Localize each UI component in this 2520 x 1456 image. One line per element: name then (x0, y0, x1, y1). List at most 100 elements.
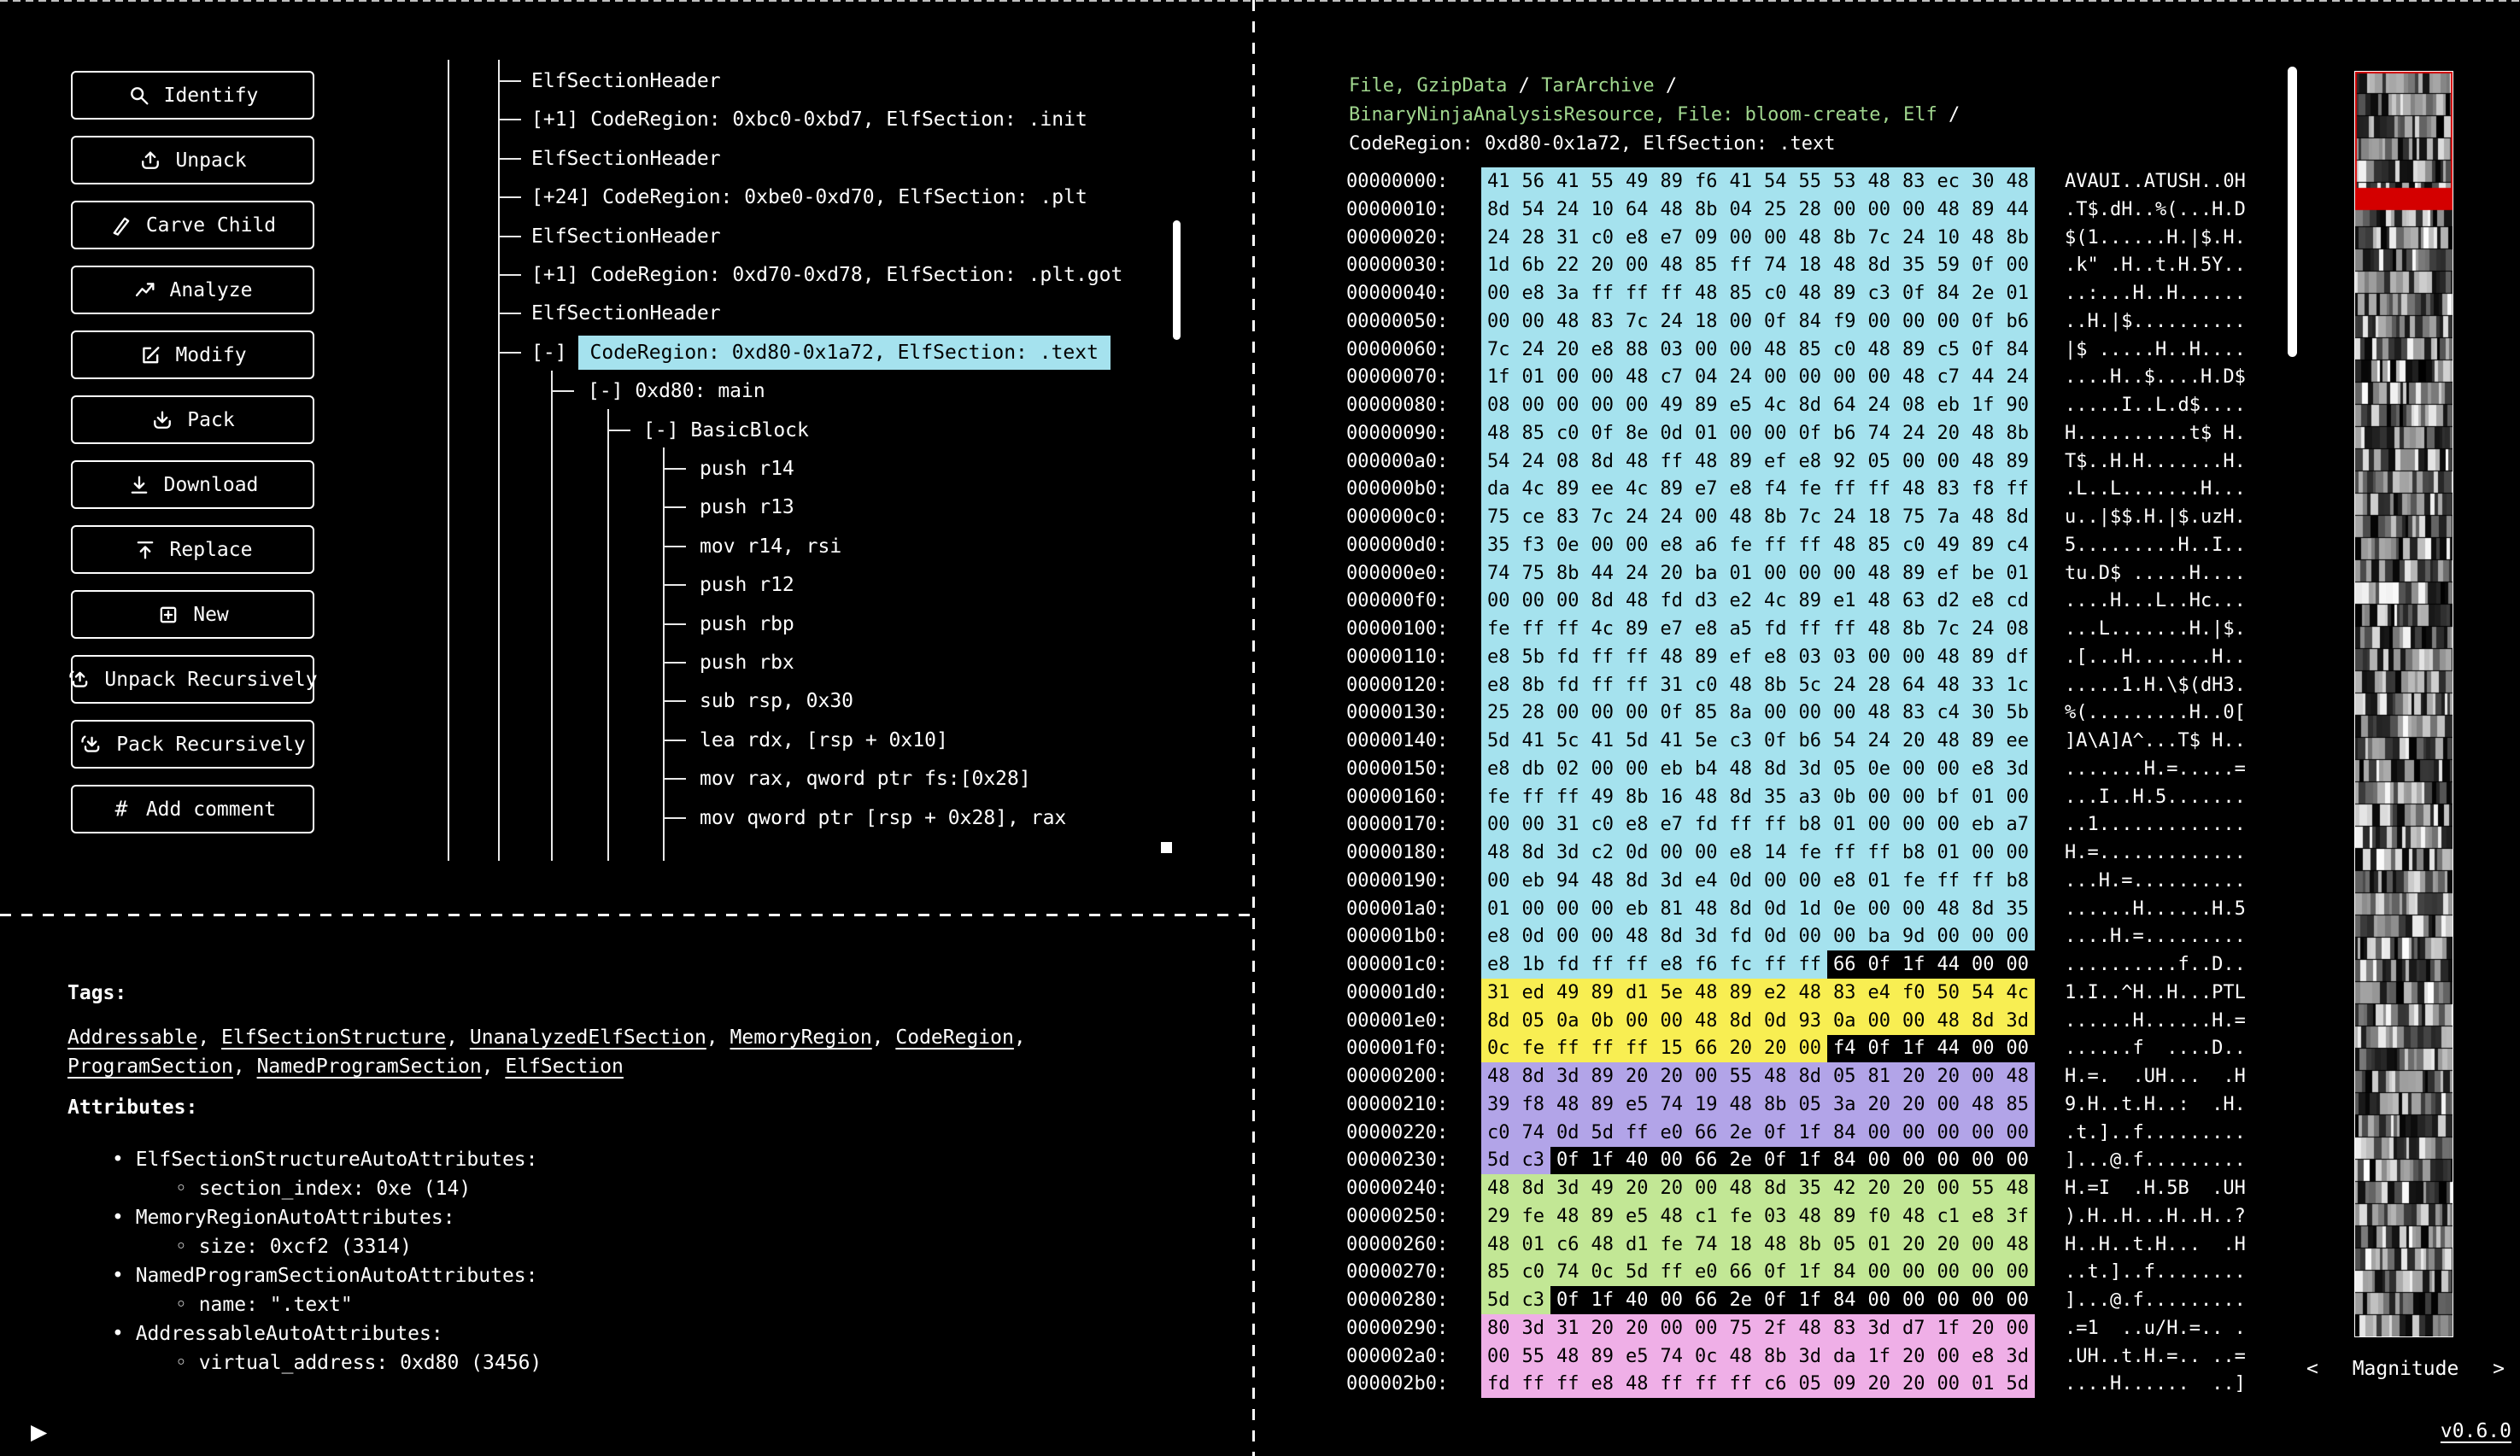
hex-byte[interactable]: 48 (1966, 1090, 2001, 1119)
hex-byte[interactable]: 20 (1758, 1034, 1793, 1063)
magnitude-minimap[interactable] (2355, 72, 2453, 1336)
hex-byte[interactable]: 00 (1481, 1342, 1516, 1371)
hex-byte[interactable]: c0 (1585, 810, 1620, 839)
hex-byte[interactable]: 48 (1550, 307, 1585, 336)
hex-byte[interactable]: fe (1792, 839, 1827, 867)
hex-byte[interactable]: 48 (1861, 335, 1896, 364)
hex-row[interactable]: 000001f0: 0c fe ff ff ff 15 66 20 20 00 f4 0f 1f 44 00 0… (1346, 1034, 2246, 1063)
hex-byte[interactable]: e5 (1620, 1090, 1655, 1119)
hex-byte[interactable]: e8 (1620, 223, 1655, 252)
hex-byte[interactable]: 00 (2000, 1258, 2035, 1287)
hex-row[interactable]: 00000270: 85 c0 74 0c 5d ff e0 66 0f 1f 84 00 00 00 00 0… (1346, 1258, 2246, 1287)
hex-byte[interactable]: e5 (1723, 391, 1758, 419)
hex-byte[interactable]: 48 (1723, 1342, 1758, 1371)
hex-byte[interactable]: 74 (1861, 418, 1896, 447)
hex-byte[interactable]: 30 (1966, 167, 2001, 196)
hex-byte[interactable]: e8 (1723, 839, 1758, 867)
hex-byte[interactable]: 00 (1902, 1149, 1925, 1172)
tag-link[interactable]: UnanalyzedElfSection (469, 1026, 706, 1049)
hex-byte[interactable]: 89 (1723, 447, 1758, 476)
hex-byte[interactable]: fe (1515, 1202, 1550, 1231)
hex-byte[interactable]: fe (1896, 866, 1931, 895)
identify-button[interactable]: Identify (71, 71, 314, 120)
hex-byte[interactable]: 01 (1723, 558, 1758, 588)
hex-byte[interactable]: 20 (1931, 1062, 1966, 1091)
hex-byte[interactable]: ff (1758, 950, 1793, 979)
hex-byte[interactable]: 0f (1792, 418, 1827, 447)
hex-row[interactable]: 00000170: 00 00 31 c0 e8 e7 fd ff ff b8 01 00 00 00 eb a… (1346, 810, 2246, 839)
hex-byte[interactable]: 1d (1481, 251, 1516, 280)
hex-row[interactable]: 00000150: e8 db 02 00 00 eb b4 48 8d 3d 05 0e 00 00 e8 3… (1346, 754, 2246, 783)
hex-byte[interactable]: 85 (1515, 418, 1550, 447)
hex-byte[interactable]: 48 (1723, 1090, 1758, 1119)
hex-byte[interactable]: 24 (1827, 503, 1862, 531)
breadcrumb-segment[interactable]: File, GzipData (1349, 75, 1508, 96)
hex-byte[interactable]: 00 (1689, 839, 1724, 867)
tree-row[interactable]: push rbp (700, 612, 794, 635)
hex-byte[interactable]: 00 (1792, 363, 1827, 392)
tree-row[interactable]: [-] CodeRegion: 0xd80-0x1a72, ElfSection:… (531, 335, 1111, 371)
hex-byte[interactable]: 8d (1792, 391, 1827, 419)
hex-byte[interactable]: 8d (1515, 1174, 1550, 1202)
hex-byte[interactable]: a6 (1689, 530, 1724, 559)
hex-byte[interactable]: 83 (1896, 699, 1931, 728)
hex-byte[interactable]: 00 (2000, 839, 2035, 867)
hex-byte[interactable]: 1f (1792, 1118, 1827, 1147)
hex-byte[interactable]: 4c (1620, 475, 1655, 504)
hex-byte[interactable]: 00 (1585, 699, 1620, 728)
hex-byte[interactable]: 4c (2000, 978, 2035, 1007)
hex-byte[interactable]: 85 (1689, 699, 1724, 728)
breadcrumb-segment[interactable]: / (1654, 75, 1678, 96)
hex-byte[interactable]: 2e (1723, 1118, 1758, 1147)
hex-byte[interactable]: 00 (1620, 699, 1655, 728)
hex-byte[interactable]: 89 (1585, 1342, 1620, 1371)
hex-byte[interactable]: 19 (1689, 1090, 1724, 1119)
hex-byte[interactable]: 89 (1966, 195, 2001, 224)
hex-byte[interactable]: 00 (1481, 866, 1516, 895)
replace-button[interactable]: Replace (71, 525, 314, 574)
tree-row[interactable]: mov qword ptr [rsp + 0x28], rax (700, 806, 1067, 829)
hex-byte[interactable]: 1f (1798, 1149, 1822, 1172)
hex-byte[interactable]: 0d (1723, 866, 1758, 895)
hex-byte[interactable]: e8 (1758, 642, 1793, 671)
hex-byte[interactable]: c1 (1931, 1202, 1966, 1231)
hex-byte[interactable]: 4c (1758, 391, 1793, 419)
hex-byte[interactable]: 89 (1827, 1202, 1862, 1231)
hex-byte[interactable]: ff (1550, 1034, 1585, 1063)
hex-byte[interactable]: a3 (1792, 782, 1827, 811)
hex-byte[interactable]: 1f (1861, 1342, 1896, 1371)
hex-byte[interactable]: 00 (1861, 642, 1896, 671)
hex-byte[interactable]: 00 (1931, 754, 1966, 783)
hex-byte[interactable]: e8 (1827, 866, 1862, 895)
hex-byte[interactable]: 20 (1896, 1090, 1931, 1119)
hex-byte[interactable]: 74 (1550, 1258, 1585, 1287)
hex-byte[interactable]: ff (1827, 615, 1862, 643)
hex-byte[interactable]: 00 (1861, 363, 1896, 392)
hex-byte[interactable]: 01 (2000, 558, 2035, 588)
hex-byte[interactable]: 89 (1966, 530, 2001, 559)
hex-row[interactable]: 000000c0: 75 ce 83 7c 24 24 00 48 8b 7c 24 18 75 7a 48 8… (1346, 503, 2246, 531)
hex-byte[interactable]: 48 (1966, 223, 2001, 252)
hex-byte[interactable]: e7 (1654, 810, 1689, 839)
hex-byte[interactable]: 04 (1689, 363, 1724, 392)
hex-byte[interactable]: 5d (1481, 727, 1516, 755)
hex-byte[interactable]: 8b (1827, 223, 1862, 252)
hex-byte[interactable]: 01 (1827, 810, 1862, 839)
hex-byte[interactable]: 55 (1966, 1174, 2001, 1202)
hex-byte[interactable]: c3 (1515, 1146, 1550, 1175)
hex-byte[interactable]: 8d (1620, 866, 1655, 895)
hex-byte[interactable]: 35 (1758, 782, 1793, 811)
hex-byte[interactable]: 0a (1550, 1006, 1585, 1035)
hex-byte[interactable]: 4c (1585, 615, 1620, 643)
hex-byte[interactable]: 48 (1481, 1062, 1516, 1091)
hex-byte[interactable]: 89 (1827, 279, 1862, 307)
hex-byte[interactable]: 00 (2000, 1313, 2035, 1342)
hex-byte[interactable]: 94 (1550, 866, 1585, 895)
tree-collapse-toggle[interactable]: [-] (531, 341, 567, 364)
hex-byte[interactable]: 33 (1966, 670, 2001, 699)
hex-byte[interactable]: e8 (1481, 670, 1516, 699)
hex-byte[interactable]: e8 (1481, 922, 1516, 951)
hex-byte[interactable]: 0f (1867, 954, 1891, 975)
hex-byte[interactable]: ff (1827, 475, 1862, 504)
hex-byte[interactable]: 8d (1481, 1006, 1516, 1035)
